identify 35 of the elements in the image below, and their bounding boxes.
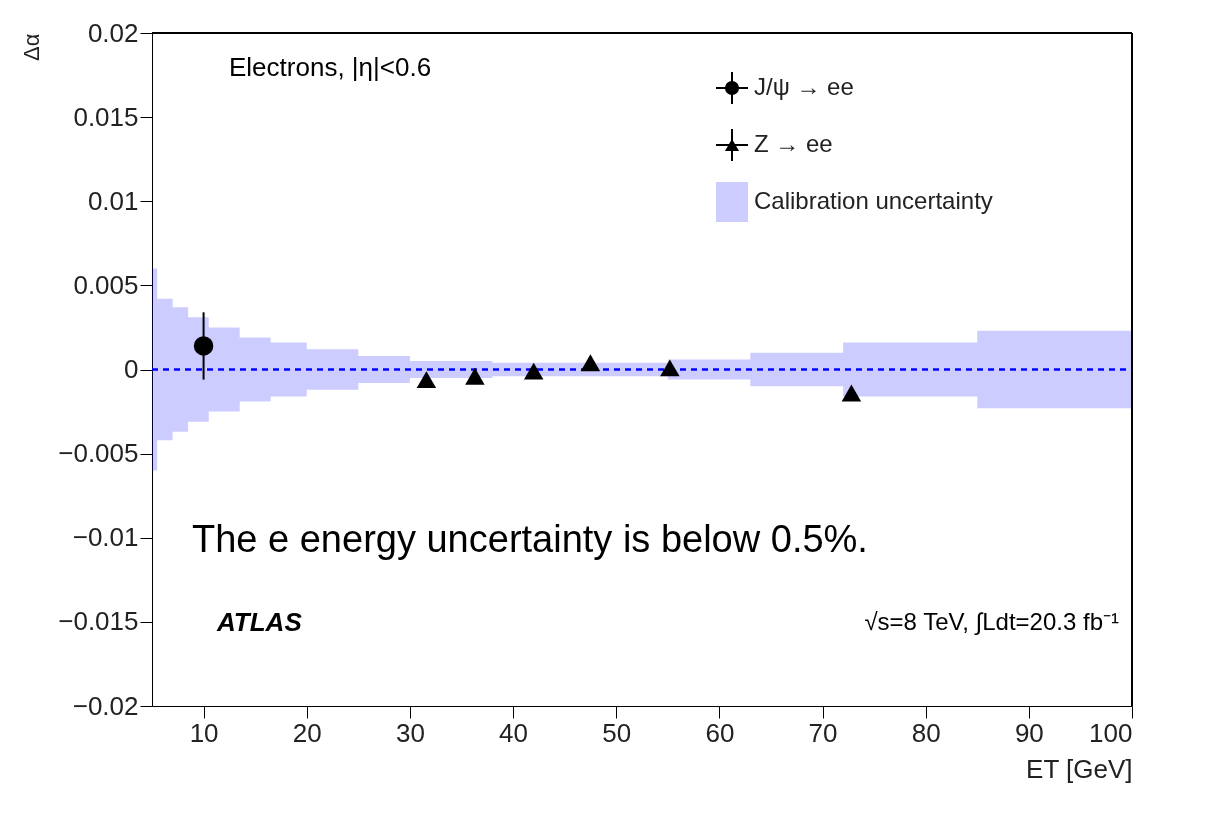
x-tick-label: 30: [395, 717, 425, 748]
x-tick-label: 100: [1089, 717, 1133, 748]
annotation: Electrons, |η|<0.6: [229, 52, 432, 82]
point: [580, 354, 601, 372]
x-tick-label: 10: [189, 717, 219, 748]
x-tick-label: 60: [705, 717, 735, 748]
y-tick-label: −0.01: [72, 522, 139, 553]
point: [416, 371, 437, 389]
y-tick-label: −0.02: [72, 690, 139, 721]
x-tick-label: 20: [292, 717, 322, 748]
y-tick-label: −0.015: [58, 606, 139, 637]
legend-label: J/ψ → ee: [754, 73, 854, 100]
point: [523, 362, 544, 380]
x-tick-label: 70: [808, 717, 838, 748]
point: [841, 384, 862, 402]
point: [465, 367, 485, 385]
y-tick-label: 0.01: [87, 185, 139, 216]
point: [660, 359, 680, 377]
legend-label: Z → ee: [754, 130, 833, 157]
y-tick-label: 0.015: [73, 101, 139, 132]
x-tick-label: 90: [1014, 717, 1044, 748]
y-tick-label: −0.005: [58, 438, 139, 469]
y-tick-label: 0: [124, 354, 139, 384]
annotation: The e energy uncertainty is below 0.5%.: [192, 518, 868, 560]
x-axis-title: ET [GeV]: [1026, 753, 1133, 784]
y-tick-label: 0.02: [87, 17, 139, 48]
x-tick-label: 80: [911, 717, 941, 748]
y-axis-title: Δα: [19, 33, 45, 61]
annotation: ATLAS: [216, 607, 303, 637]
legend-label: Calibration uncertainty: [754, 187, 993, 214]
y-tick-label: 0.005: [73, 269, 139, 300]
x-tick-label: 50: [602, 717, 632, 748]
point: [193, 336, 214, 356]
annotation: √s=8 TeV, ∫Ldt=20.3 fb⁻¹: [864, 608, 1119, 636]
x-tick-label: 40: [499, 717, 529, 748]
